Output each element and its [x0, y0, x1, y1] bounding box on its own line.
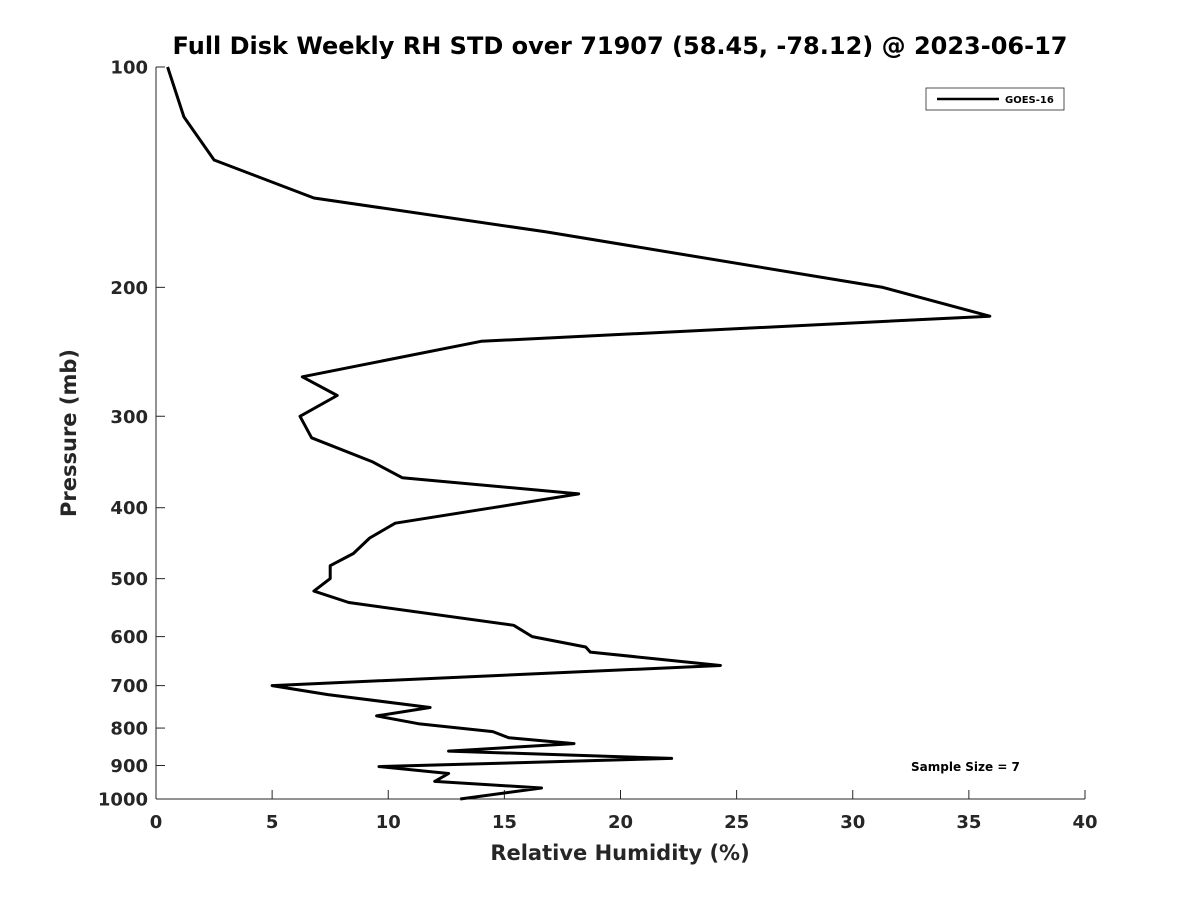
plot-area: [156, 67, 1085, 799]
sample-size-annotation: Sample Size = 7: [911, 760, 1020, 774]
y-tick-label: 600: [110, 627, 148, 648]
y-tick-label: 900: [110, 756, 148, 777]
legend-entry-goes-16: GOES-16: [1005, 95, 1054, 106]
x-tick-label: 35: [956, 812, 981, 833]
series-line-goes-16: [166, 66, 992, 801]
x-tick-label: 0: [150, 812, 163, 833]
x-tick-label: 30: [840, 812, 865, 833]
series-layer: [166, 66, 992, 801]
y-tick-label: 500: [110, 569, 148, 590]
y-tick-label: 100: [110, 58, 148, 79]
x-axis-label: Relative Humidity (%): [490, 841, 749, 865]
chart-title: Full Disk Weekly RH STD over 71907 (58.4…: [173, 32, 1068, 60]
x-axis: 0 5 10 15 20 25 30 35 40: [150, 790, 1098, 833]
y-tick-label: 800: [110, 719, 148, 740]
x-tick-label: 15: [492, 812, 517, 833]
y-tick-label: 700: [110, 676, 148, 697]
x-tick-label: 40: [1072, 812, 1097, 833]
y-tick-label: 200: [110, 278, 148, 299]
y-tick-label: 300: [110, 407, 148, 428]
y-tick-label: 400: [110, 498, 148, 519]
x-tick-label: 5: [266, 812, 279, 833]
y-axis-label: Pressure (mb): [57, 349, 81, 517]
x-tick-label: 25: [724, 812, 749, 833]
legend: GOES-16: [925, 87, 1065, 111]
y-axis: 100 200 300 400 500 600 700 800 900 1000: [98, 58, 165, 811]
y-tick-label: 1000: [98, 790, 148, 811]
x-tick-label: 20: [608, 812, 633, 833]
x-tick-label: 10: [376, 812, 401, 833]
